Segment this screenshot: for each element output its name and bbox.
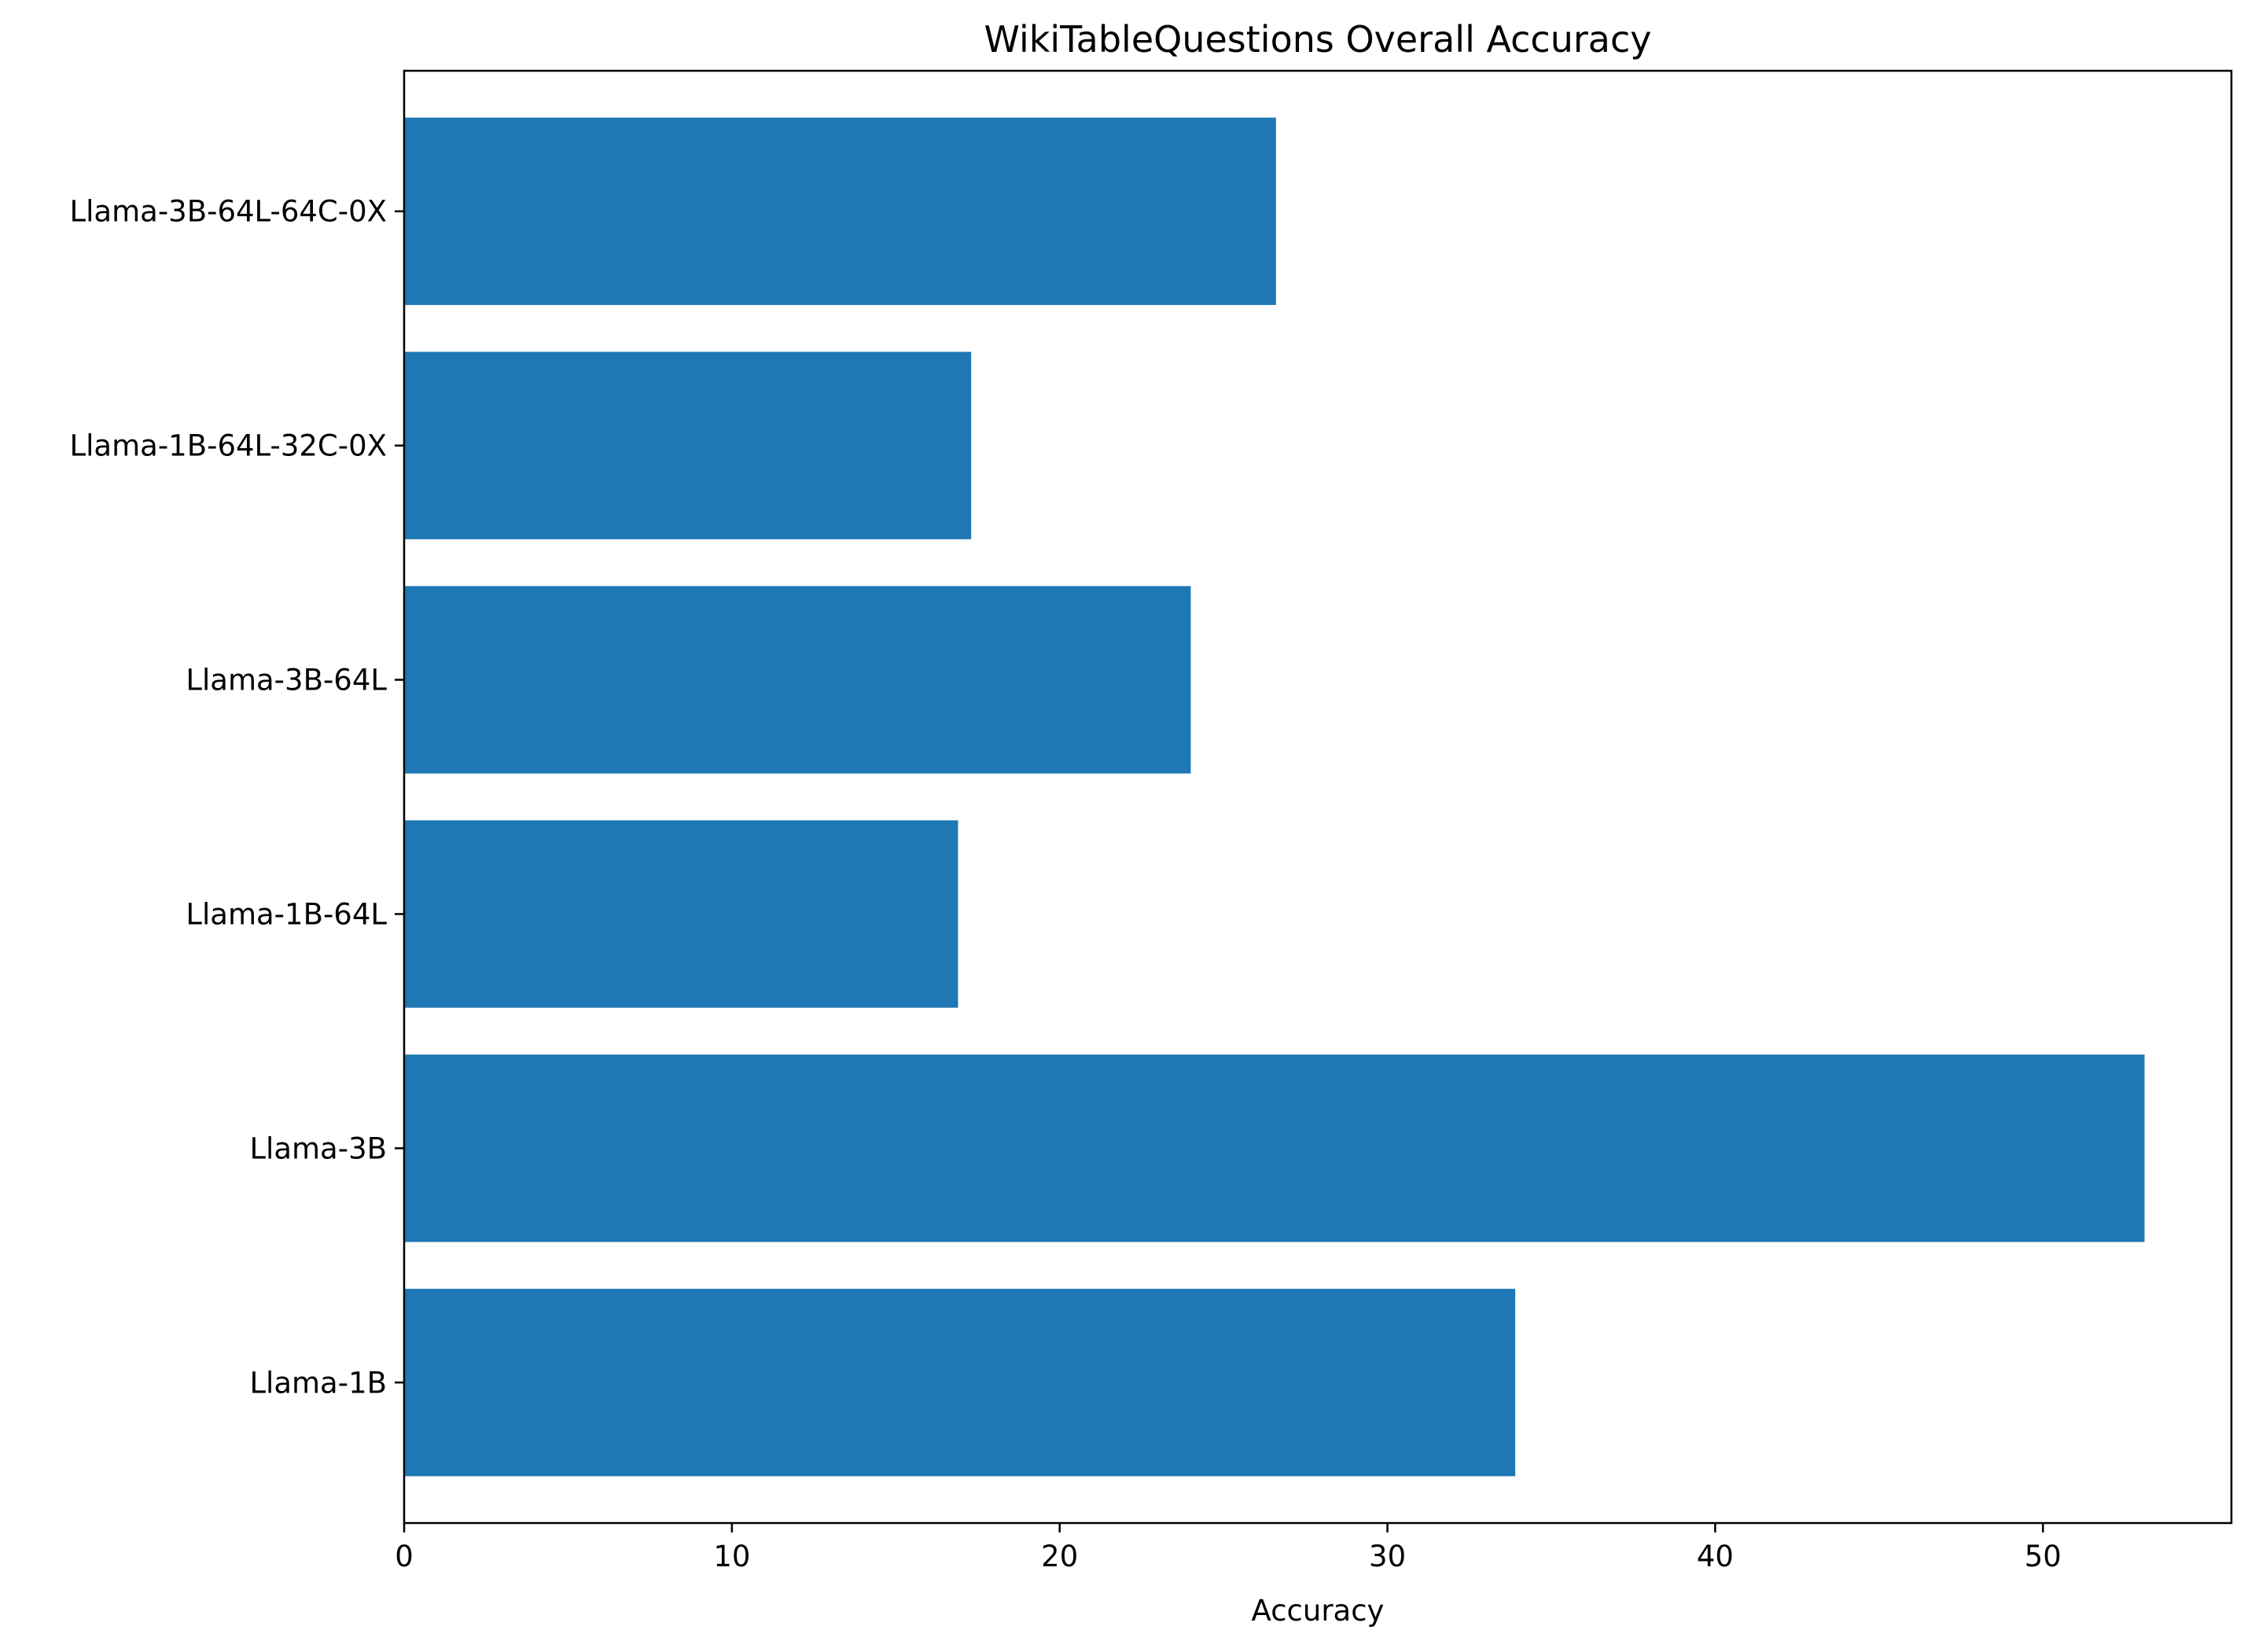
bar-llama-1b-64l (404, 820, 958, 1008)
y-tick-label: Llama-1B-64L (186, 897, 387, 931)
x-tick-label: 0 (395, 1540, 414, 1573)
bar-llama-3b-64l-64c-0x (404, 117, 1276, 305)
bars-group (404, 117, 2145, 1477)
x-axis-label: Accuracy (1252, 1594, 1385, 1628)
y-tick-label: Llama-3B-64L (186, 664, 387, 697)
bar-llama-1b (404, 1289, 1516, 1477)
chart-title: WikiTableQuestions Overall Accuracy (984, 18, 1652, 61)
x-tick-label: 40 (1697, 1540, 1734, 1573)
x-tick-label: 20 (1041, 1540, 1078, 1573)
y-tick-label: Llama-3B-64L-64C-0X (70, 195, 387, 229)
x-tick-label: 50 (2025, 1540, 2062, 1573)
bar-llama-1b-64l-32c-0x (404, 351, 972, 539)
y-tick-label: Llama-1B (249, 1366, 387, 1400)
bar-llama-3b-64l (404, 586, 1191, 774)
x-axis: 0 10 20 30 40 50 (395, 1523, 2062, 1573)
plot-frame (403, 69, 2233, 1525)
y-tick-label: Llama-3B (249, 1131, 387, 1165)
bar-llama-3b (404, 1054, 2145, 1242)
x-tick-label: 30 (1369, 1540, 1406, 1573)
y-tick-label: Llama-1B-64L-32C-0X (70, 429, 387, 463)
y-axis: Llama-1B Llama-3B Llama-1B-64L Llama-3B-64L… (70, 195, 404, 1400)
x-tick-label: 10 (713, 1540, 750, 1573)
